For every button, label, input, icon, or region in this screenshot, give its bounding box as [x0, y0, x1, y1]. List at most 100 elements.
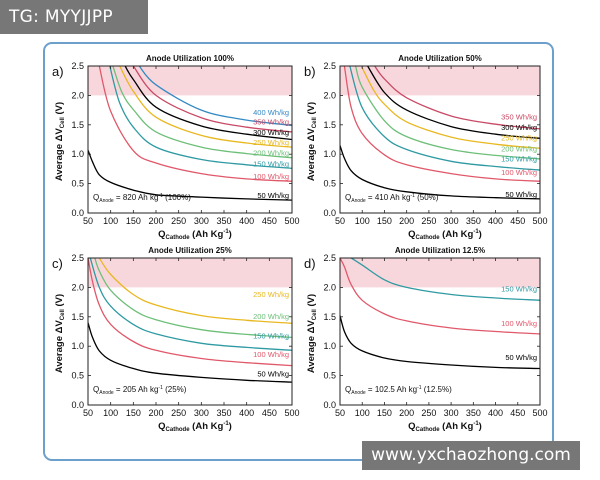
- series-label-400: 400 Wh/kg: [253, 108, 289, 117]
- x-tick-label: 500: [532, 216, 547, 226]
- series-300-whkg: [367, 66, 540, 139]
- series-label-250: 250 Wh/kg: [501, 133, 537, 142]
- series-label-150: 150 Wh/kg: [253, 159, 289, 168]
- x-tick-label: 450: [262, 216, 277, 226]
- shaded-band: [340, 258, 540, 288]
- figure-frame: [43, 42, 554, 461]
- x-tick-label: 350: [466, 216, 481, 226]
- plot-frame: [87, 257, 293, 406]
- y-tick-label: 2.0: [323, 90, 336, 100]
- x-tick-label: 100: [103, 216, 118, 226]
- x-tick-label: 150: [377, 216, 392, 226]
- series-label-300: 300 Wh/kg: [501, 123, 537, 132]
- series-label-350: 350 Wh/kg: [501, 112, 537, 121]
- shaded-band: [88, 66, 292, 96]
- y-tick-label: 2.5: [71, 253, 84, 263]
- tg-badge: TG: MYYJJPP: [0, 0, 148, 34]
- series-400-whkg: [138, 66, 292, 127]
- curves: [88, 66, 292, 201]
- plot-frame: [339, 257, 541, 406]
- x-tick-label: 250: [421, 408, 436, 418]
- x-tick-label: 50: [335, 408, 345, 418]
- series-label-100: 100 Wh/kg: [501, 319, 537, 328]
- series-label-50: 50 Wh/kg: [257, 370, 289, 379]
- y-tick-label: 1.5: [323, 312, 336, 322]
- x-tick-label: 150: [377, 408, 392, 418]
- series-label-50: 50 Wh/kg: [505, 353, 537, 362]
- y-tick-label: 2.5: [323, 253, 336, 263]
- x-tick-label: 400: [488, 216, 503, 226]
- y-tick-label: 0.0: [323, 208, 336, 218]
- chart-title: Anode Utilization 25%: [148, 246, 232, 255]
- x-tick-label: 250: [171, 408, 186, 418]
- series-250-whkg: [119, 66, 292, 148]
- plot-frame: [87, 65, 293, 214]
- anode-annotation: QAnode = 410 Ah kg-1 (50%): [345, 193, 439, 204]
- x-tick-label: 400: [488, 408, 503, 418]
- curves: [340, 66, 540, 200]
- series-label-100: 100 Wh/kg: [253, 350, 289, 359]
- series-label-200: 200 Wh/kg: [253, 149, 289, 158]
- series-label-150: 150 Wh/kg: [253, 331, 289, 340]
- x-tick-label: 500: [284, 216, 299, 226]
- chart-title: Anode Utilization 12.5%: [395, 246, 485, 255]
- series-label-150: 150 Wh/kg: [501, 284, 537, 293]
- x-tick-label: 100: [355, 216, 370, 226]
- chart-title: Anode Utilization 100%: [146, 54, 234, 63]
- series-50-whkg: [88, 149, 292, 201]
- x-tick-label: 200: [148, 408, 163, 418]
- x-tick-label: 250: [421, 216, 436, 226]
- curves: [340, 258, 540, 370]
- series-label-250: 250 Wh/kg: [253, 138, 289, 147]
- series-200-whkg: [354, 66, 540, 160]
- y-tick-label: 1.0: [323, 149, 336, 159]
- anode-annotation: QAnode = 205 Ah kg-1 (25%): [93, 385, 187, 396]
- series-50-whkg: [88, 322, 292, 383]
- x-tick-label: 50: [83, 408, 93, 418]
- x-axis-label: QCathode (Ah Kg-1): [158, 421, 232, 433]
- series-300-whkg: [124, 66, 292, 141]
- y-axis-label: Average ΔVCell (V): [54, 294, 66, 373]
- y-tick-label: 0.5: [323, 179, 336, 189]
- y-tick-label: 2.5: [323, 61, 336, 71]
- x-tick-label: 500: [532, 408, 547, 418]
- series-100-whkg: [340, 258, 540, 335]
- y-tick-label: 1.5: [71, 120, 84, 130]
- y-tick-label: 2.0: [71, 90, 84, 100]
- panel-letter: d): [304, 256, 316, 271]
- x-tick-label: 350: [216, 216, 231, 226]
- series-250-whkg: [360, 66, 540, 149]
- series-200-whkg: [94, 258, 292, 339]
- series-label-100: 100 Wh/kg: [501, 168, 537, 177]
- x-tick-label: 350: [216, 408, 231, 418]
- x-tick-label: 350: [466, 408, 481, 418]
- y-axis-label: Average ΔVCell (V): [306, 294, 318, 373]
- x-tick-label: 300: [194, 408, 209, 418]
- series-150-whkg: [349, 66, 540, 171]
- x-tick-label: 300: [194, 216, 209, 226]
- y-tick-label: 1.0: [71, 149, 84, 159]
- series-label-200: 200 Wh/kg: [501, 145, 537, 154]
- y-tick-label: 0.0: [71, 208, 84, 218]
- chart-title: Anode Utilization 50%: [398, 54, 482, 63]
- anode-annotation: QAnode = 820 Ah kg-1 (100%): [93, 193, 191, 204]
- series-label-250: 250 Wh/kg: [253, 290, 289, 299]
- series-label-350: 350 Wh/kg: [253, 118, 289, 127]
- y-tick-label: 0.5: [323, 371, 336, 381]
- series-label-50: 50 Wh/kg: [257, 191, 289, 200]
- x-tick-label: 450: [262, 408, 277, 418]
- series-100-whkg: [343, 66, 540, 182]
- y-tick-label: 0.5: [71, 371, 84, 381]
- x-tick-label: 300: [444, 408, 459, 418]
- chart-panel-3: 50 Wh/kg 100 Wh/kg 150 Wh/kg 200 Wh/kg 250 W…: [52, 246, 300, 433]
- panel-letter: c): [52, 256, 63, 271]
- y-tick-label: 1.0: [323, 341, 336, 351]
- x-tick-label: 150: [126, 408, 141, 418]
- x-tick-label: 100: [103, 408, 118, 418]
- x-tick-label: 50: [83, 216, 93, 226]
- series-150-whkg: [109, 66, 292, 169]
- series-label-150: 150 Wh/kg: [501, 155, 537, 164]
